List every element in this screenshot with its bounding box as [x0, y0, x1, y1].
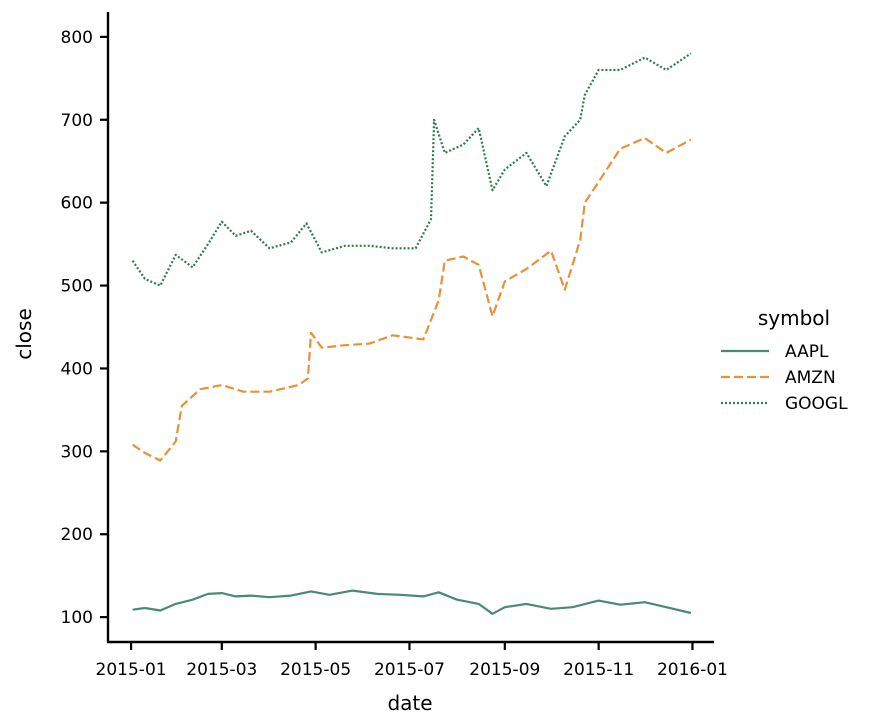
x-ticks: 2015-01 2015-03 2015-05 2015-07 2015-09 2015-… — [96, 642, 728, 680]
series-line-googl — [131, 52, 692, 287]
legend-label-aapl: AAPL — [785, 342, 829, 362]
y-tick-label: 100 — [61, 608, 93, 628]
legend-label-amzn: AMZN — [785, 368, 836, 388]
y-tick-label: 700 — [61, 111, 93, 131]
legend-label-googl: GOOGL — [785, 394, 848, 414]
y-tick-label: 300 — [61, 442, 93, 462]
y-tick-label: 500 — [61, 277, 93, 297]
x-tick-label: 2015-01 — [96, 660, 167, 680]
x-axis-label: date — [387, 691, 432, 715]
y-tick-label: 800 — [61, 28, 93, 48]
x-tick-label: 2015-07 — [374, 660, 445, 680]
legend: symbol AAPL AMZN GOOGL — [721, 306, 848, 414]
y-axis-label: close — [12, 308, 36, 360]
y-tick-label: 400 — [61, 359, 93, 379]
x-tick-label: 2016-01 — [657, 660, 728, 680]
y-ticks: 100 200 300 400 500 600 700 800 — [61, 28, 108, 628]
series-line-amzn — [131, 136, 692, 462]
series-line-aapl — [132, 589, 692, 615]
y-tick-label: 600 — [61, 194, 93, 214]
x-tick-label: 2015-09 — [469, 660, 540, 680]
y-tick-label: 200 — [61, 525, 93, 545]
series-layer — [131, 52, 692, 615]
x-tick-label: 2015-03 — [186, 660, 257, 680]
legend-title: symbol — [758, 306, 830, 330]
x-tick-label: 2015-05 — [280, 660, 351, 680]
x-tick-label: 2015-11 — [563, 660, 634, 680]
